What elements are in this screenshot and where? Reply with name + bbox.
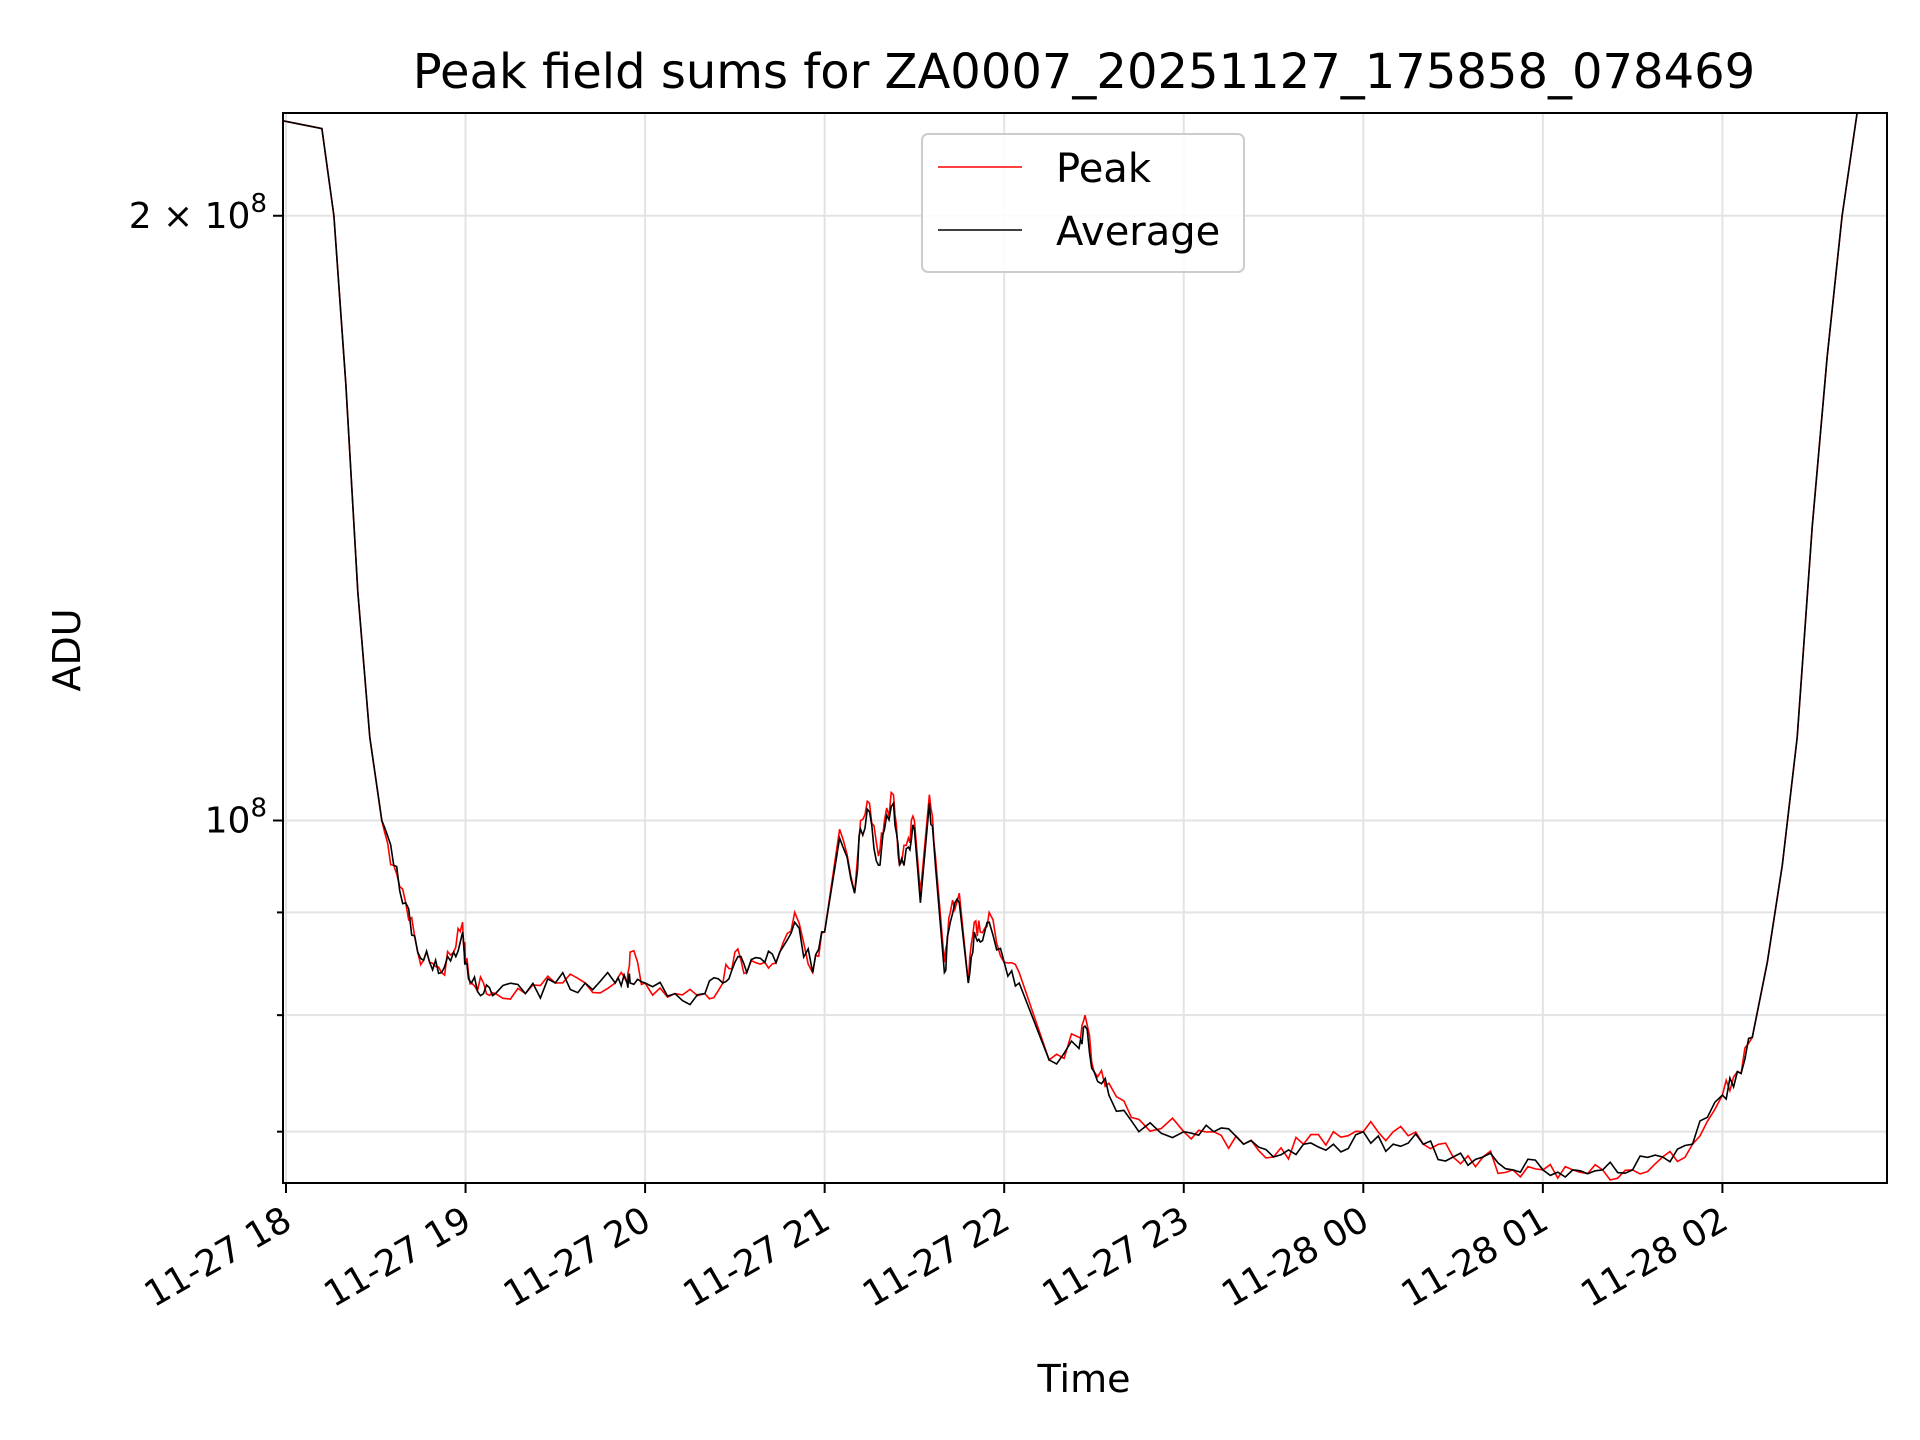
x-tick-label: 11-28 02 — [1574, 1199, 1735, 1315]
legend: Peak Average — [921, 133, 1245, 273]
legend-label-peak: Peak — [1056, 146, 1152, 192]
y-axis-label: ADU — [45, 608, 89, 691]
series-line-average — [282, 112, 1887, 1179]
x-tick-label: 11-27 23 — [1036, 1199, 1197, 1315]
x-tick-label: 11-27 22 — [856, 1199, 1017, 1315]
x-tick-label: 11-27 18 — [138, 1199, 299, 1315]
legend-label-average: Average — [1056, 209, 1220, 255]
series-layer — [282, 112, 1887, 1181]
grid — [283, 113, 1887, 1183]
x-tick-label: 11-28 01 — [1395, 1199, 1556, 1315]
x-tick-label: 11-27 21 — [676, 1199, 837, 1315]
y-tick-label: 2 × 108 — [129, 189, 267, 237]
x-tick-label: 11-27 20 — [497, 1199, 658, 1315]
x-axis-label: Time — [1037, 1357, 1131, 1401]
x-tick-label: 11-27 19 — [317, 1199, 478, 1315]
plot-frame — [282, 112, 1888, 1184]
chart-title: Peak field sums for ZA0007_20251127_1758… — [413, 44, 1755, 100]
y-axis-ticks: 2 × 108 108 — [129, 189, 283, 1133]
y-tick-label: 108 — [205, 793, 267, 841]
x-tick-label: 11-28 00 — [1215, 1199, 1376, 1315]
legend-box — [921, 133, 1245, 273]
series-line-peak — [282, 112, 1887, 1181]
x-axis-ticks: 11-27 18 11-27 19 11-27 20 11-27 21 11-27 22… — [138, 1183, 1735, 1316]
